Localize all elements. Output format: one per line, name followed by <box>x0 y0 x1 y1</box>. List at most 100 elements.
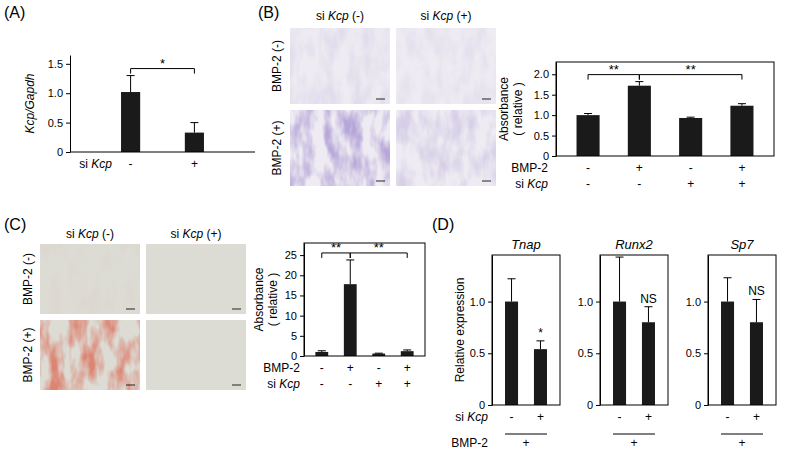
y-tick: 10 <box>285 310 304 322</box>
y-tick: 0.5 <box>686 347 708 359</box>
y-tick: 0.5 <box>470 347 492 359</box>
tick-label: 5 <box>291 330 297 342</box>
tick-label: 0.5 <box>48 117 63 129</box>
micrograph-stain <box>396 28 496 104</box>
error-bar <box>752 299 760 322</box>
y-axis-title: Absorbance( relative ) <box>252 267 280 331</box>
y-tick: 25 <box>285 249 304 261</box>
row-label: BMP-2 (+) <box>21 327 35 382</box>
row-label: si Kcp <box>267 377 300 391</box>
tick-label: 2.0 <box>534 68 549 80</box>
micrograph-stain <box>290 28 390 104</box>
tick-label: 15 <box>285 289 297 301</box>
bar <box>344 284 357 356</box>
tick-label: 0.5 <box>534 130 549 142</box>
row-label: si Kcp <box>455 410 488 424</box>
row-label: BMP-2 (-) <box>21 253 35 305</box>
bar <box>534 349 547 405</box>
group-line <box>721 434 763 435</box>
tick-mark <box>552 74 556 75</box>
tick-mark <box>300 255 304 256</box>
tick-mark <box>488 353 492 354</box>
column-label: si Kcp (+) <box>170 227 221 241</box>
tick-label: 0 <box>57 146 63 158</box>
bar <box>505 302 518 405</box>
bar <box>628 86 651 156</box>
text-part: (-) <box>349 9 364 23</box>
condition-value: - <box>320 377 324 391</box>
y-tick: 5 <box>291 330 304 342</box>
error-bar <box>724 278 732 302</box>
y-axis-line <box>304 244 305 357</box>
micrograph-stain <box>40 320 140 390</box>
row-label: BMP-2 (+) <box>270 120 284 175</box>
chart-title: Runx2 <box>615 237 653 252</box>
bar <box>613 302 626 405</box>
text-part: (+) <box>203 227 221 241</box>
micrograph <box>396 110 496 186</box>
row-label: BMP-2 <box>263 361 300 375</box>
tick-mark <box>66 93 70 94</box>
bar <box>642 322 655 405</box>
condition-value: - <box>129 157 133 171</box>
tick-mark <box>488 302 492 303</box>
plot-frame <box>600 255 668 405</box>
figure: si Kcp (-) si Kcp (+) BMP-2 (-) BMP-2 (+) si… <box>0 0 786 462</box>
bar <box>121 92 140 152</box>
plot-frame <box>556 62 774 156</box>
text-part: si <box>420 9 432 23</box>
y-axis: 00.51.01.52.0 <box>534 63 557 163</box>
condition-value: + <box>375 377 382 391</box>
tick-label: 0 <box>695 399 701 411</box>
error-bar <box>584 113 592 115</box>
tick-label: 1.5 <box>534 89 549 101</box>
text-part: (-) <box>99 227 114 241</box>
y-axis-line <box>708 256 709 406</box>
group-line <box>505 434 547 435</box>
micrograph-grid: si Kcp (-)si Kcp (+)BMP-2 (-)BMP-2 (+) <box>21 227 246 390</box>
y-tick: 15 <box>285 289 304 301</box>
scale-bar <box>376 99 385 100</box>
error-bar <box>536 341 544 349</box>
tick-mark <box>552 115 556 116</box>
error-bar <box>687 117 695 119</box>
y-tick: 1.0 <box>534 109 556 121</box>
y-axis-line <box>70 56 71 153</box>
significance-label: ** <box>609 62 619 77</box>
tick-label: 1.0 <box>686 296 701 308</box>
y-tick: 1.0 <box>578 296 600 308</box>
y-tick: 20 <box>285 269 304 281</box>
tick-mark <box>596 302 600 303</box>
text-part: Kcp <box>432 9 453 23</box>
y-tick: 0.5 <box>578 347 600 359</box>
y-tick: 1.5 <box>48 58 70 70</box>
micrograph <box>40 320 140 390</box>
y-axis-line <box>556 63 557 157</box>
condition-value: - <box>510 410 514 424</box>
micrograph <box>290 110 390 186</box>
tick-mark <box>300 336 304 337</box>
text-part: si <box>267 377 279 391</box>
tick-mark <box>704 302 708 303</box>
y-tick: 1.0 <box>48 87 70 99</box>
micrograph-stain <box>396 110 496 186</box>
y-axis-line <box>600 256 601 406</box>
tick-label: 10 <box>285 310 297 322</box>
y-axis: 00.51.0 <box>578 256 601 412</box>
condition-value: + <box>738 177 745 191</box>
text-part: si <box>455 410 467 424</box>
y-tick: 0.5 <box>534 130 556 142</box>
scale-bar <box>126 309 135 310</box>
row-label: BMP-2 <box>511 161 548 175</box>
tick-mark <box>552 95 556 96</box>
error-bar <box>616 257 624 301</box>
condition-value: - <box>637 177 641 191</box>
condition-value: - <box>689 161 693 175</box>
plot-frame <box>304 243 425 356</box>
text-part: Kcp <box>279 377 300 391</box>
tick-mark <box>300 295 304 296</box>
y-tick: 0 <box>57 146 70 158</box>
micrograph <box>396 28 496 104</box>
column-label: si Kcp (-) <box>316 9 364 23</box>
scale-bar <box>482 181 491 182</box>
